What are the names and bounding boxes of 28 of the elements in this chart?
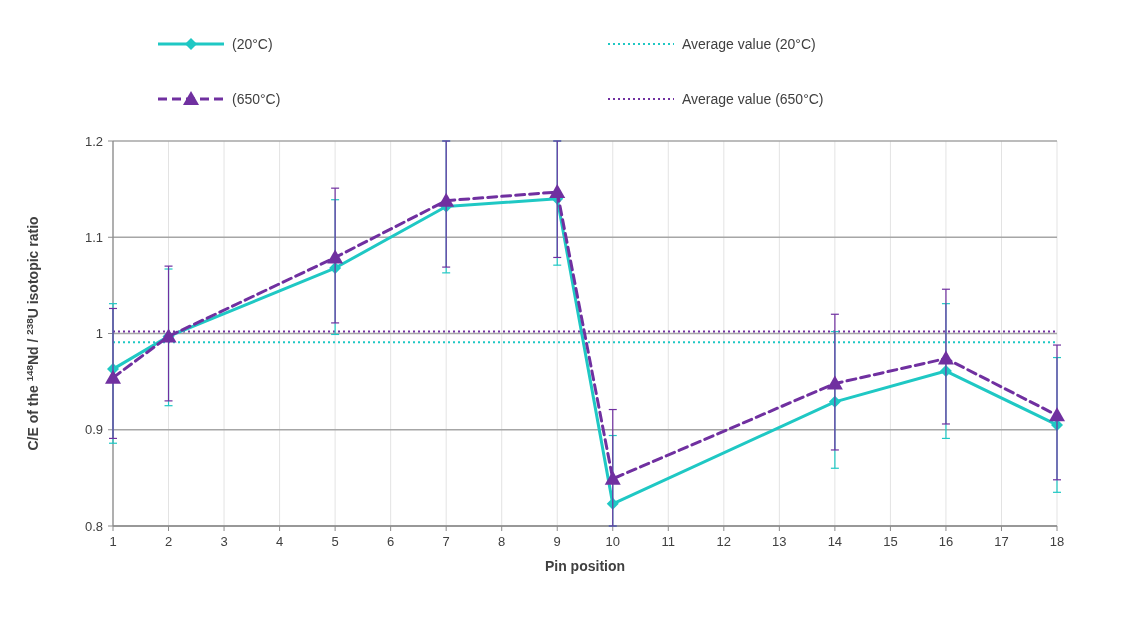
x-tick-label: 14 [827,534,843,549]
x-tick-label: 5 [331,534,339,549]
x-tick-label: 7 [442,534,450,549]
x-tick-label: 4 [275,534,284,549]
x-tick-label: 9 [553,534,561,549]
legend-label: (20°C) [232,36,273,52]
legend-label: Average value (20°C) [682,36,816,52]
y-tick-label: 1.1 [84,229,103,245]
y-tick-label: 1.2 [84,133,103,149]
legend-label: (650°C) [232,91,281,107]
x-tick-label: 8 [498,534,506,549]
x-tick-label: 1 [109,534,117,549]
x-axis-title: Pin position [544,558,626,574]
x-tick-label: 10 [605,534,620,549]
x-tick-label: 12 [716,534,732,549]
x-tick-label: 16 [938,534,954,549]
y-tick-label: 0.8 [84,518,103,534]
x-tick-label: 17 [994,534,1009,549]
x-tick-label: 11 [661,534,676,549]
x-tick-label: 2 [164,534,173,549]
legend-label: Average value (650°C) [682,91,824,107]
x-tick-label: 18 [1049,534,1065,549]
y-tick-label: 1 [95,326,103,341]
y-tick-label: 0.9 [84,422,103,438]
x-tick-label: 13 [772,534,787,549]
x-tick-label: 3 [220,534,228,549]
x-tick-label: 6 [387,534,395,549]
x-tick-label: 15 [883,534,898,549]
